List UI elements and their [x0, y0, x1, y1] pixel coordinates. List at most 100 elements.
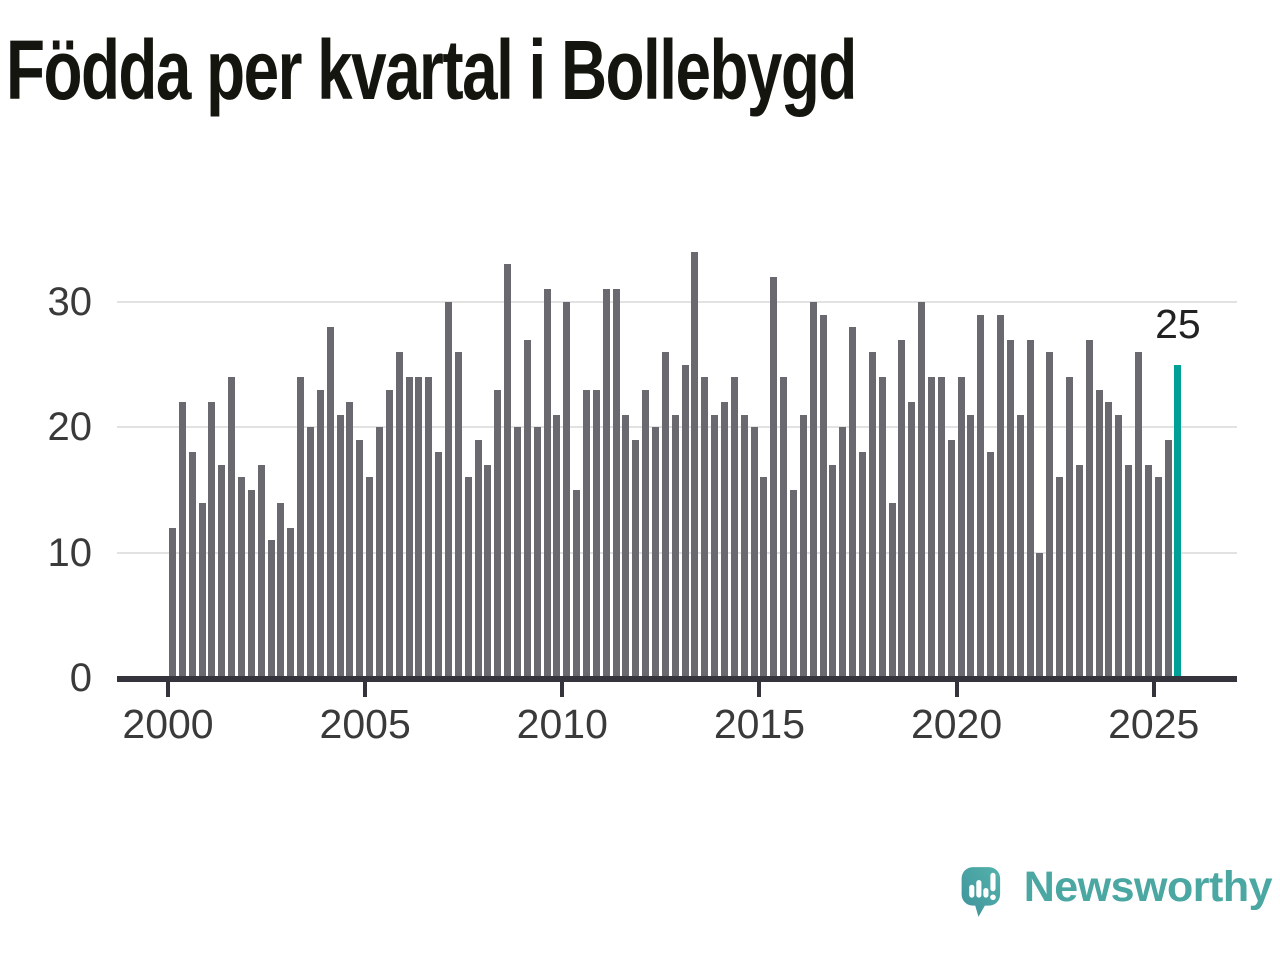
bar: [927, 377, 935, 678]
bar: [937, 377, 945, 678]
bar: [287, 527, 295, 678]
bar: [987, 452, 995, 678]
bar: [632, 439, 640, 678]
bar: [819, 314, 827, 678]
bar: [1134, 352, 1142, 678]
x-axis-tick-label: 2000: [122, 701, 214, 747]
bar: [415, 377, 423, 678]
bar: [178, 402, 186, 678]
bar: [425, 377, 433, 678]
bar: [908, 402, 916, 678]
bar: [868, 352, 876, 678]
bar: [750, 427, 758, 678]
bar: [701, 377, 709, 678]
bar: [888, 502, 896, 678]
bar: [720, 402, 728, 678]
bar: [375, 427, 383, 678]
bar: [849, 327, 857, 678]
bar: [780, 377, 788, 678]
x-axis-tick-label: 2025: [1108, 701, 1200, 747]
bar: [454, 352, 462, 678]
bar: [395, 352, 403, 678]
newsworthy-logo: Newsworthy: [960, 858, 1273, 928]
bar: [996, 314, 1004, 678]
bar: [257, 464, 265, 678]
bar: [316, 389, 324, 678]
highlight-bar: [1174, 364, 1182, 678]
bar: [1075, 464, 1083, 678]
x-axis-tick: [363, 682, 368, 697]
bar: [464, 477, 472, 678]
bar: [1164, 439, 1172, 678]
bar: [582, 389, 590, 678]
bar: [543, 289, 551, 678]
highlight-value-label: 25: [1155, 300, 1201, 347]
x-axis-tick-label: 2005: [319, 701, 411, 747]
bar: [366, 477, 374, 678]
bar: [484, 464, 492, 678]
bar: [306, 427, 314, 678]
bar: [247, 490, 255, 678]
bar: [573, 490, 581, 678]
bar: [169, 527, 176, 678]
x-axis-line: [117, 676, 1237, 682]
bar: [1056, 477, 1064, 678]
bar: [513, 427, 521, 678]
bar: [622, 414, 630, 678]
bar: [977, 314, 985, 678]
bar: [553, 414, 561, 678]
bar: [1016, 414, 1024, 678]
bar: [809, 302, 817, 678]
bar: [277, 502, 285, 678]
bar: [1105, 402, 1113, 678]
bar: [1095, 389, 1103, 678]
bar: [504, 264, 512, 678]
bar: [947, 439, 955, 678]
bar: [297, 377, 305, 678]
x-axis-tick-label: 2010: [516, 701, 608, 747]
x-axis-tick: [560, 682, 565, 697]
bar: [435, 452, 443, 678]
x-axis-tick: [954, 682, 959, 697]
x-axis-tick: [757, 682, 762, 697]
bar: [661, 352, 669, 678]
bar: [188, 452, 196, 678]
bar: [1125, 464, 1133, 678]
bar: [671, 414, 679, 678]
bar: [612, 289, 620, 678]
bar: [799, 414, 807, 678]
bar: [237, 477, 245, 678]
bar: [770, 276, 778, 678]
bar: [198, 502, 206, 678]
bar: [839, 427, 847, 678]
bar: [326, 327, 334, 678]
bar: [829, 464, 837, 678]
bar: [967, 414, 975, 678]
bar: [208, 402, 216, 678]
bar: [760, 477, 768, 678]
y-axis-tick-label: 30: [47, 280, 93, 324]
bar: [336, 414, 344, 678]
bar: [789, 490, 797, 678]
gridline: [117, 301, 1237, 303]
bar: [1085, 339, 1093, 678]
bar: [898, 339, 906, 678]
bar: [642, 389, 650, 678]
bar: [494, 389, 502, 678]
bar: [918, 302, 926, 678]
newsworthy-wordmark: Newsworthy: [1023, 863, 1273, 911]
bar: [444, 302, 452, 678]
bar: [1115, 414, 1123, 678]
bar: [474, 439, 482, 678]
bar: [858, 452, 866, 678]
bar: [523, 339, 531, 678]
bar: [1154, 477, 1162, 678]
x-axis-tick: [166, 682, 170, 697]
bar: [711, 414, 719, 678]
bar: [681, 364, 689, 678]
x-axis-tick: [1151, 682, 1156, 697]
bar: [405, 377, 413, 678]
bar: [1036, 552, 1044, 678]
